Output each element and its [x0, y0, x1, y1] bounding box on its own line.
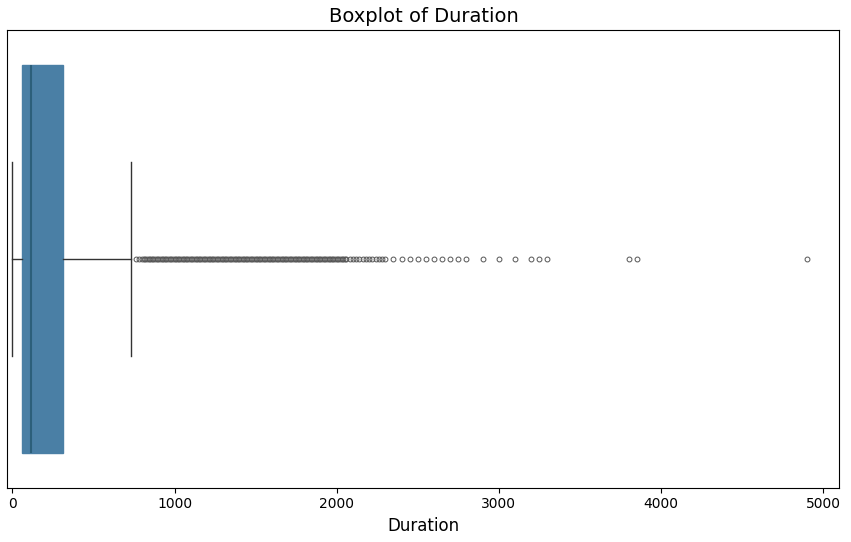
Title: Boxplot of Duration: Boxplot of Duration	[328, 7, 518, 26]
PathPatch shape	[22, 64, 63, 454]
X-axis label: Duration: Duration	[387, 517, 460, 535]
